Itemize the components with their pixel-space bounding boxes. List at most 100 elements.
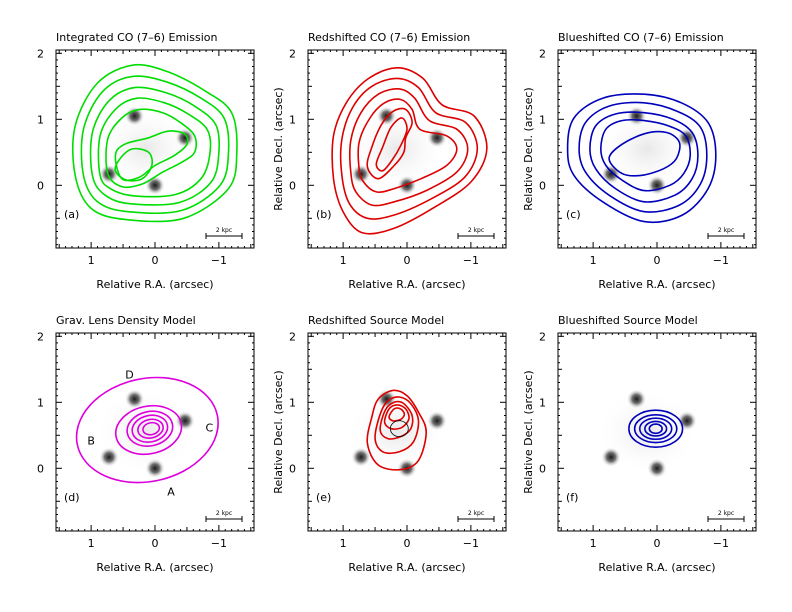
contour-line	[638, 417, 673, 441]
y-tick-label: 1	[37, 396, 44, 409]
quasar-image-c	[427, 127, 448, 148]
contour-line	[331, 66, 488, 235]
x-axis-label: Relative R.A. (arcsec)	[348, 561, 465, 574]
contour-line	[608, 130, 681, 177]
y-axis-label: Relative Decl. (arcsec)	[522, 87, 535, 210]
scale-bar: 2 kpc	[457, 227, 495, 239]
panel-b: Redshifted CO (7–6) Emission 1 0 −1 0 1 2 Relat…	[272, 31, 507, 291]
image-label-d: D	[125, 369, 133, 382]
y-tick-label: 1	[289, 396, 296, 409]
contour-line	[114, 404, 183, 456]
scale-bar: 2 kpc	[707, 510, 745, 522]
x-tick-label: −1	[211, 537, 227, 550]
scale-bar-label: 2 kpc	[216, 510, 232, 517]
contour-set	[628, 409, 684, 448]
panel-label: (a)	[64, 208, 79, 221]
contour-set	[71, 63, 238, 223]
x-tick-label: 1	[590, 254, 597, 267]
y-axis-label: Relative Decl. (arcsec)	[272, 87, 285, 210]
contour-line	[126, 410, 174, 447]
quasar-image-b	[99, 164, 120, 185]
y-axis-label: Relative Decl. (arcsec)	[522, 370, 535, 493]
quasar-image-d	[626, 106, 647, 126]
y-tick-label: 0	[539, 462, 546, 475]
contour-line	[599, 118, 692, 192]
y-tick-label: 0	[289, 462, 296, 475]
x-tick-label: 0	[152, 254, 159, 267]
y-tick-label: 0	[289, 179, 296, 192]
host-glow	[596, 389, 699, 475]
contour-line	[114, 147, 154, 182]
panel-title: Redshifted CO (7–6) Emission	[308, 31, 470, 44]
contour-line	[589, 111, 699, 203]
contour-line	[374, 396, 420, 455]
x-tick-label: 1	[88, 254, 95, 267]
y-tick-label: 1	[289, 113, 296, 126]
contour-line	[366, 389, 428, 471]
contour-line	[628, 409, 684, 448]
contour-set	[331, 66, 488, 235]
contour-line	[80, 75, 230, 215]
quasar-image-d	[124, 389, 145, 409]
quasar-image-d	[626, 389, 647, 409]
x-tick-label: −1	[463, 537, 479, 550]
panel-a: Integrated CO (7–6) Emission 1 0 −1 0 1 2 Relat…	[37, 31, 255, 291]
x-tick-label: −1	[713, 537, 729, 550]
scale-bar-label: 2 kpc	[718, 510, 734, 517]
quasar-image-a	[647, 458, 667, 479]
y-tick-label: 2	[37, 47, 44, 60]
contour-line	[339, 77, 479, 220]
contour-line	[75, 376, 219, 484]
scale-bar: 2 kpc	[457, 510, 495, 522]
contour-line	[566, 93, 717, 224]
y-tick-label: 1	[539, 396, 546, 409]
panel-title: Grav. Lens Density Model	[56, 314, 196, 327]
x-tick-label: 0	[404, 537, 411, 550]
quasar-image-b	[601, 447, 622, 468]
panel-title: Blueshifted CO (7–6) Emission	[558, 31, 724, 44]
quasar-image-b	[351, 447, 372, 468]
x-axis-label: Relative R.A. (arcsec)	[96, 561, 213, 574]
x-tick-label: −1	[713, 254, 729, 267]
x-tick-label: 1	[340, 537, 347, 550]
panel-e: Redshifted Source Model 1 0 −1 0 1 2 Relative R…	[272, 314, 507, 574]
contour-line	[644, 420, 668, 437]
ticks	[56, 50, 254, 248]
y-tick-label: 2	[539, 330, 546, 343]
x-axis-label: Relative R.A. (arcsec)	[348, 278, 465, 291]
contour-line	[578, 101, 708, 213]
x-tick-label: 1	[88, 537, 95, 550]
contour-line	[383, 404, 410, 430]
contour-line	[633, 414, 678, 444]
contour-line	[375, 117, 408, 172]
y-tick-label: 2	[289, 330, 296, 343]
y-tick-label: 1	[37, 113, 44, 126]
y-tick-label: 0	[37, 462, 44, 475]
contour-line	[142, 421, 161, 436]
contour-set	[566, 93, 717, 224]
y-tick-label: 1	[539, 113, 546, 126]
quasar-image-a	[397, 175, 417, 196]
contour-set	[75, 376, 219, 484]
quasar-image-c	[175, 410, 196, 431]
quasar-image-a	[145, 458, 165, 479]
contour-line	[648, 423, 663, 435]
y-axis-label: Relative Decl. (arcsec)	[272, 370, 285, 493]
panel-c: Blueshifted CO (7–6) Emission 1 0 −1 0 1 2 Rela…	[522, 31, 757, 291]
y-tick-label: 2	[289, 47, 296, 60]
panel-label: (b)	[316, 208, 332, 221]
x-tick-label: 1	[340, 254, 347, 267]
x-axis-label: Relative R.A. (arcsec)	[598, 278, 715, 291]
contour-line	[379, 400, 414, 440]
image-label-b: B	[87, 435, 95, 448]
x-tick-label: 0	[152, 537, 159, 550]
quasar-image-a	[647, 175, 667, 196]
y-tick-label: 2	[37, 330, 44, 343]
panel-label: (e)	[316, 491, 331, 504]
ticks	[308, 333, 506, 531]
scale-bar: 2 kpc	[205, 510, 243, 522]
contour-line	[137, 418, 164, 439]
panel-label: (d)	[64, 491, 80, 504]
quasar-image-c	[427, 410, 448, 431]
